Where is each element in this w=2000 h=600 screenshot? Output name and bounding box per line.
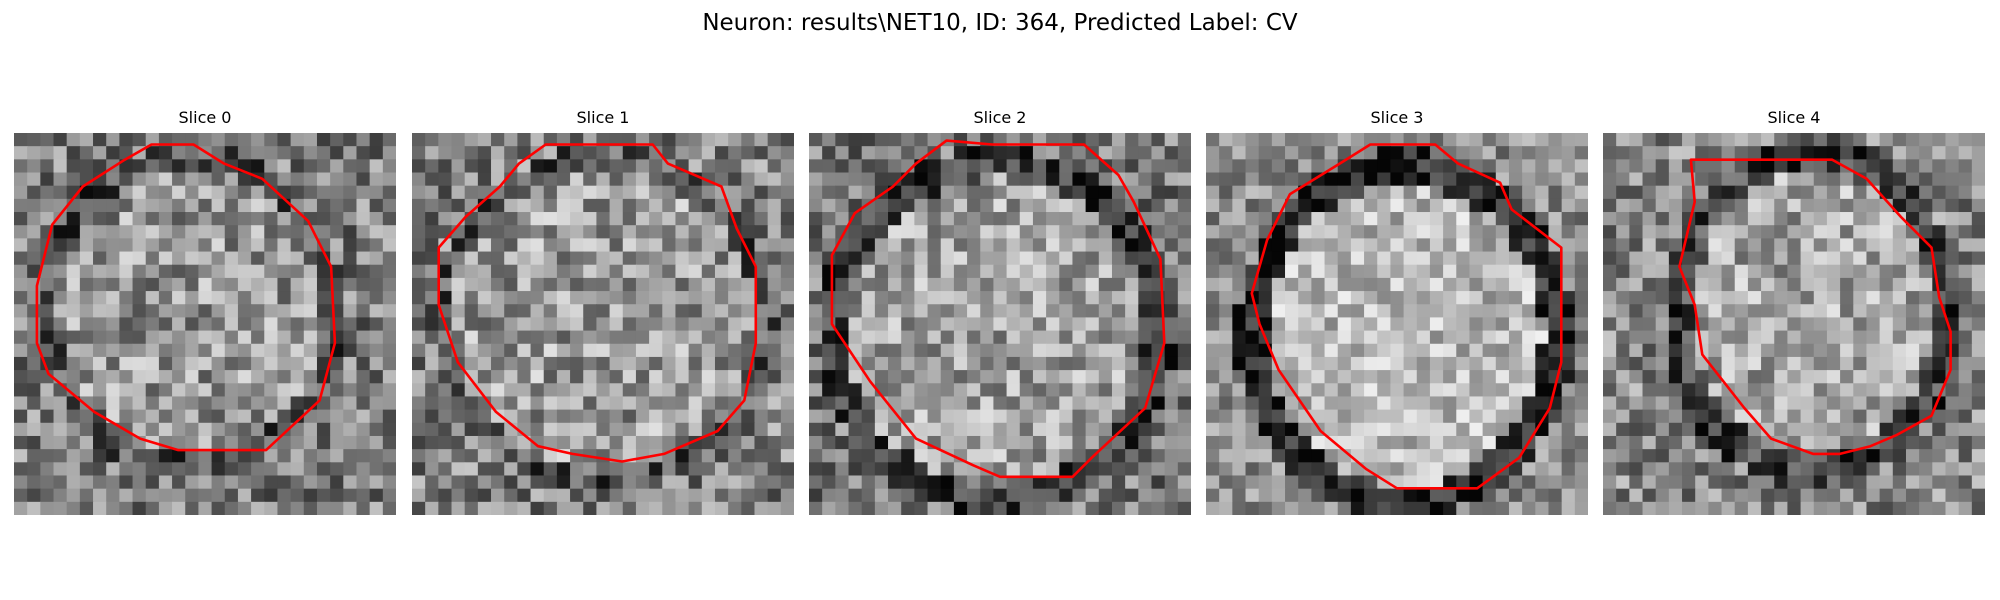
slice-title: Slice 2 <box>973 108 1027 127</box>
slice-title: Slice 3 <box>1370 108 1424 127</box>
slice-image <box>1603 133 1985 515</box>
slice-title: Slice 4 <box>1767 108 1821 127</box>
segmentation-contour <box>1678 158 1952 456</box>
segmentation-contour <box>830 139 1166 479</box>
figure-title: Neuron: results\NET10, ID: 364, Predicte… <box>702 10 1298 36</box>
slice-image <box>809 133 1191 515</box>
slice-image <box>14 133 396 515</box>
slice-title: Slice 0 <box>178 108 232 127</box>
slice-image <box>412 133 794 515</box>
slice-title: Slice 1 <box>576 108 630 127</box>
segmentation-contour <box>1250 143 1563 490</box>
segmentation-contour <box>35 143 337 452</box>
slice-image <box>1206 133 1588 515</box>
segmentation-contour <box>437 143 758 463</box>
